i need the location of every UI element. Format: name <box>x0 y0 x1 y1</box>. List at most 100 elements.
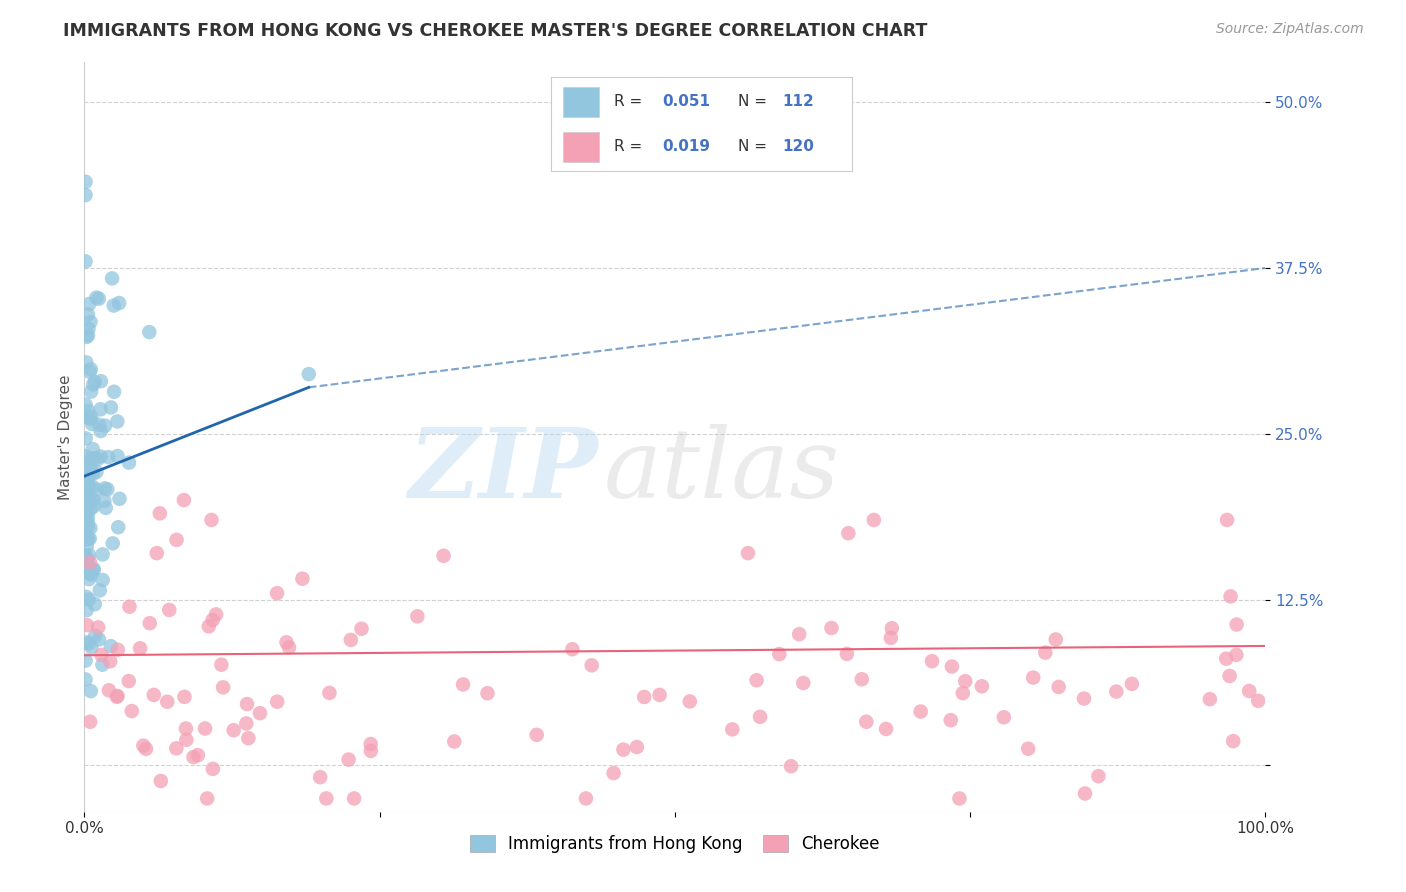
Point <box>90 374 112 388</box>
Point <box>91 573 114 587</box>
Point <box>76 506 98 520</box>
Point <box>80 684 103 698</box>
Point <box>612 742 634 756</box>
Point <box>79 532 101 546</box>
Point <box>90 402 112 417</box>
Point <box>195 791 218 805</box>
Point <box>118 599 141 614</box>
Point <box>176 732 198 747</box>
Point <box>77 473 100 487</box>
Point <box>1073 691 1095 706</box>
Point <box>107 449 129 463</box>
Point <box>1198 692 1220 706</box>
Point <box>360 744 382 758</box>
Point <box>118 456 141 470</box>
Point <box>75 409 97 424</box>
Point <box>75 590 97 604</box>
Point <box>83 562 105 576</box>
Point <box>107 520 129 534</box>
Point <box>648 688 671 702</box>
Point <box>174 722 197 736</box>
Point <box>83 493 105 508</box>
Point <box>222 723 245 738</box>
Point <box>77 548 100 562</box>
Point <box>87 292 110 306</box>
Point <box>921 654 943 668</box>
Point <box>173 690 195 704</box>
Point <box>94 418 117 433</box>
Point <box>209 657 232 672</box>
Point <box>83 375 105 389</box>
Point <box>955 674 977 689</box>
Point <box>75 488 97 502</box>
Point <box>79 315 101 329</box>
Point <box>100 639 122 653</box>
Point <box>107 689 129 703</box>
Point <box>173 493 195 508</box>
Point <box>266 586 288 600</box>
Point <box>941 659 963 673</box>
Point <box>76 515 98 529</box>
Point <box>561 642 583 657</box>
Point <box>79 566 101 580</box>
Point <box>187 748 209 763</box>
Point <box>291 572 314 586</box>
Point <box>249 706 271 721</box>
Point <box>79 521 101 535</box>
Point <box>82 417 104 431</box>
Point <box>477 686 499 700</box>
Point <box>80 410 103 425</box>
Point <box>200 513 222 527</box>
Point <box>75 188 97 202</box>
Point <box>76 476 98 491</box>
Point <box>875 722 897 736</box>
Point <box>76 603 98 617</box>
Point <box>952 686 974 700</box>
Point <box>82 377 104 392</box>
Point <box>266 695 288 709</box>
Point <box>142 688 165 702</box>
Point <box>79 564 101 578</box>
Point <box>679 694 702 708</box>
Point <box>89 450 111 464</box>
Point <box>581 658 603 673</box>
Point <box>236 697 259 711</box>
Point <box>83 500 105 514</box>
Point <box>105 690 128 704</box>
Point <box>77 553 100 567</box>
Y-axis label: Master's Degree: Master's Degree <box>58 375 73 500</box>
Point <box>166 533 188 547</box>
Point <box>94 482 117 496</box>
Point <box>80 451 103 466</box>
Point <box>1022 671 1045 685</box>
Point <box>75 450 97 464</box>
Point <box>1047 680 1070 694</box>
Point <box>75 526 97 541</box>
Point <box>108 491 131 506</box>
Point <box>910 705 932 719</box>
Point <box>855 714 877 729</box>
Point <box>194 722 217 736</box>
Point <box>77 321 100 335</box>
Point <box>75 654 97 668</box>
Point <box>340 632 363 647</box>
Point <box>101 536 124 550</box>
Point <box>197 619 219 633</box>
Point <box>1219 590 1241 604</box>
Point <box>75 673 97 687</box>
Point <box>75 532 97 546</box>
Point <box>526 728 548 742</box>
Point <box>768 647 790 661</box>
Point <box>80 567 103 582</box>
Point <box>721 723 744 737</box>
Point <box>1121 677 1143 691</box>
Point <box>820 621 842 635</box>
Point <box>79 556 101 570</box>
Point <box>880 621 903 635</box>
Point <box>1045 632 1067 647</box>
Point <box>79 714 101 729</box>
Point <box>79 365 101 379</box>
Point <box>863 513 886 527</box>
Point <box>98 654 121 668</box>
Point <box>75 635 97 649</box>
